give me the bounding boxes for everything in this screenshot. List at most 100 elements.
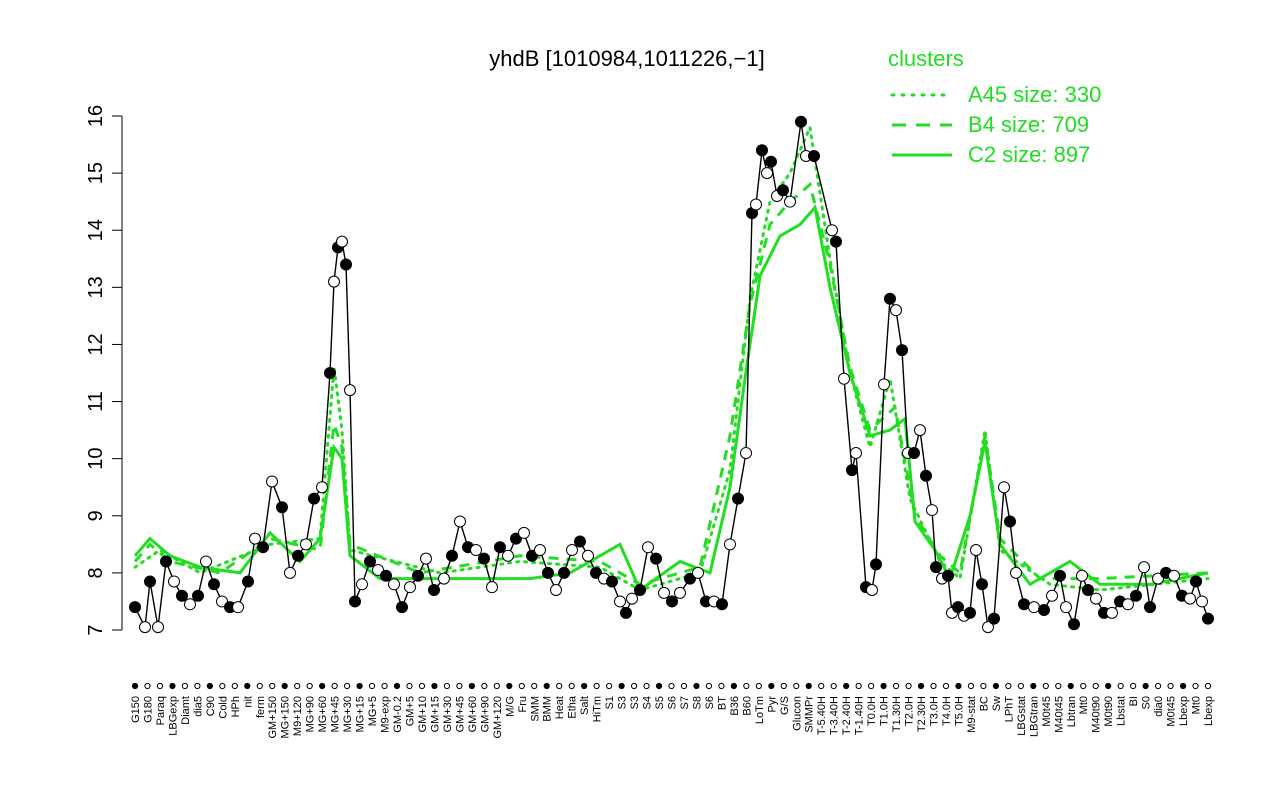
condition-marker (855, 682, 862, 690)
data-point (582, 549, 594, 562)
condition-marker (294, 682, 301, 690)
data-point (914, 424, 926, 437)
condition-marker (443, 682, 451, 690)
condition-marker (668, 682, 675, 690)
condition-marker (980, 682, 987, 690)
condition-marker (718, 682, 725, 690)
condition-marker (680, 682, 688, 690)
condition-marker (1042, 682, 1049, 690)
data-point (388, 578, 400, 591)
condition-marker (244, 682, 251, 690)
condition-marker (618, 682, 625, 690)
y-tick-label: 7 (85, 624, 107, 635)
condition-label: T-2.40H (841, 696, 853, 735)
condition-marker (344, 682, 351, 690)
condition-label: B36 (729, 696, 741, 716)
y-tick-label: 8 (85, 567, 107, 578)
condition-marker (1142, 682, 1149, 690)
data-point (724, 538, 736, 551)
legend-title: clusters (888, 46, 964, 71)
condition-label: MG+45 (330, 696, 342, 732)
condition-marker (1067, 682, 1074, 690)
condition-label: ferm (255, 696, 267, 718)
condition-marker (818, 682, 825, 690)
condition-marker (793, 682, 800, 690)
data-point (208, 578, 220, 591)
condition-marker (306, 682, 313, 690)
data-point (650, 552, 662, 565)
data-point (866, 584, 878, 597)
data-point (510, 532, 522, 545)
condition-marker (393, 682, 401, 690)
data-point (276, 501, 288, 514)
y-tick-label: 13 (85, 276, 107, 298)
data-point (420, 552, 432, 565)
condition-marker (830, 682, 837, 690)
data-point (344, 384, 356, 397)
data-point (606, 575, 618, 588)
condition-marker (930, 682, 937, 690)
condition-marker (368, 682, 376, 690)
condition-marker (730, 682, 737, 690)
data-point (614, 595, 626, 608)
condition-marker (780, 682, 787, 690)
condition-marker (1092, 682, 1099, 690)
data-point (542, 566, 554, 579)
y-tick-label: 16 (85, 105, 107, 127)
condition-marker (880, 682, 887, 690)
data-point (1018, 598, 1030, 611)
condition-label: BT (716, 696, 728, 710)
condition-marker (206, 682, 213, 690)
condition-marker (905, 682, 912, 690)
condition-marker (1055, 682, 1062, 690)
condition-marker (768, 682, 775, 690)
condition-marker (156, 682, 164, 690)
condition-label: G/S (779, 696, 791, 715)
condition-marker (705, 682, 713, 690)
condition-label: GM+15 (429, 696, 441, 732)
data-point (470, 544, 482, 557)
condition-label: LPhT (1003, 696, 1015, 723)
condition-label: LBGexp (167, 696, 179, 736)
data-point (558, 566, 570, 579)
data-point (1082, 584, 1094, 597)
data-point (446, 549, 458, 562)
data-point (340, 258, 352, 271)
data-point (626, 592, 638, 605)
data-point (316, 481, 328, 494)
condition-marker (1117, 682, 1124, 690)
data-point (478, 552, 490, 565)
data-point (878, 378, 890, 391)
data-point (1122, 598, 1134, 611)
condition-marker (481, 682, 488, 690)
condition-label: M0t45 (1166, 696, 1178, 727)
data-point (404, 581, 416, 594)
data-points (129, 115, 1214, 634)
condition-marker (917, 682, 925, 690)
condition-label: Lbstat (1116, 696, 1128, 726)
data-point (740, 446, 752, 459)
condition-label: LBGstat (1016, 696, 1028, 736)
condition-marker (843, 682, 850, 690)
data-point (920, 469, 932, 482)
data-point (412, 569, 424, 582)
condition-marker (194, 682, 201, 690)
data-point (184, 598, 196, 611)
data-point (870, 558, 882, 571)
condition-marker (568, 682, 575, 690)
condition-label: T1.30H (891, 696, 903, 732)
data-point (777, 184, 789, 197)
data-point (908, 446, 920, 459)
condition-label: Etha (567, 695, 579, 719)
data-point (566, 544, 578, 557)
data-point (784, 195, 796, 208)
data-point (242, 575, 254, 588)
data-point (1060, 601, 1072, 614)
data-point (684, 572, 696, 585)
data-point (284, 566, 296, 579)
data-point (976, 578, 988, 591)
data-point (998, 481, 1010, 494)
condition-label: Glucon (791, 696, 803, 731)
condition-marker (493, 682, 500, 690)
data-point (1138, 561, 1150, 574)
